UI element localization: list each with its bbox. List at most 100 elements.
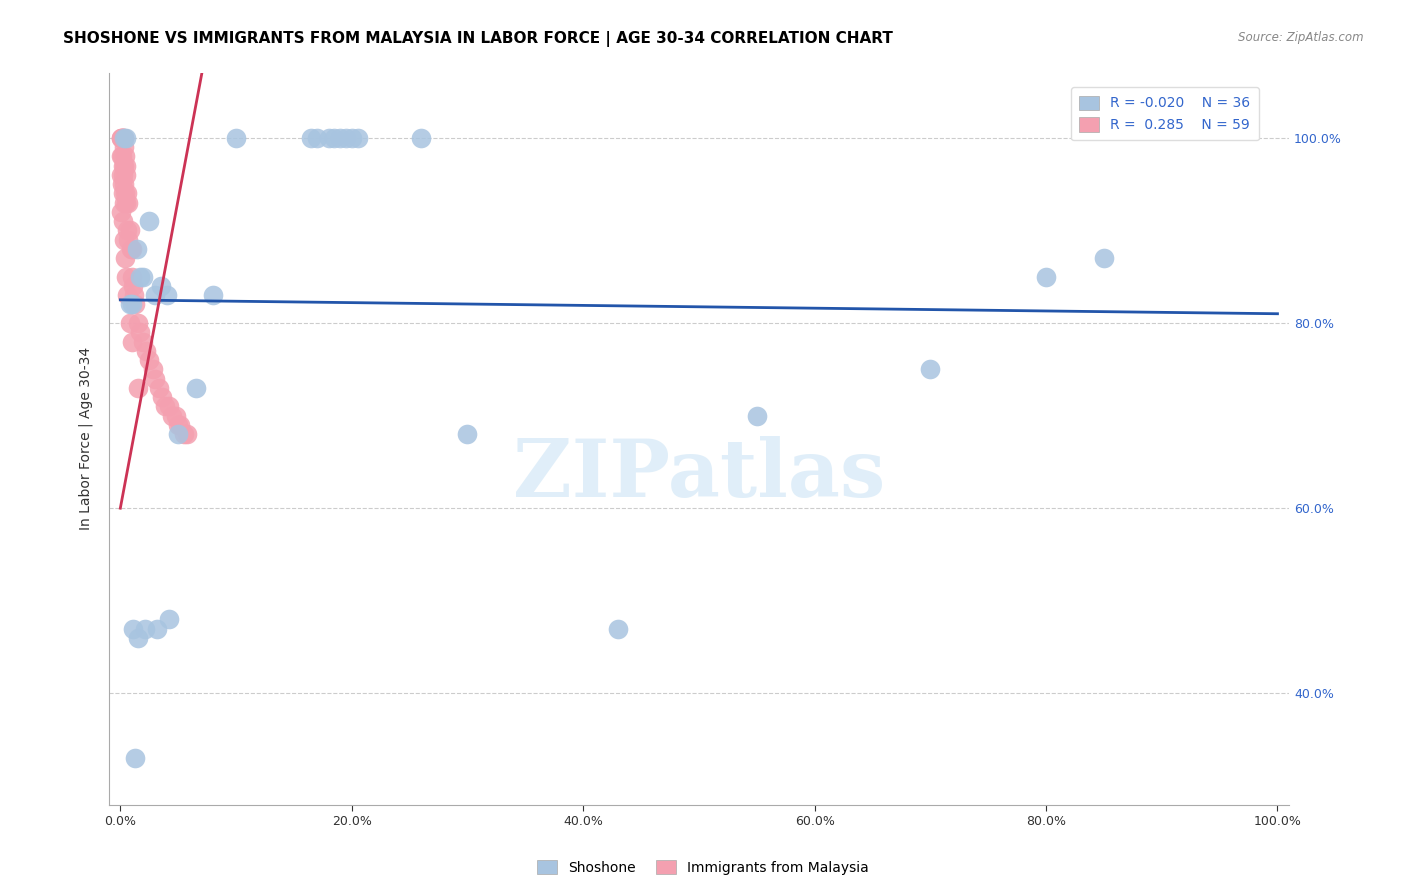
- Point: [118, 297, 141, 311]
- Point: [117, 233, 139, 247]
- Point: [167, 417, 190, 432]
- Point: [138, 353, 160, 368]
- Point: [146, 622, 169, 636]
- Point: [127, 381, 149, 395]
- Point: [132, 269, 155, 284]
- Point: [121, 269, 143, 284]
- Legend: R = -0.020    N = 36, R =  0.285    N = 59: R = -0.020 N = 36, R = 0.285 N = 59: [1071, 87, 1258, 140]
- Text: SHOSHONE VS IMMIGRANTS FROM MALAYSIA IN LABOR FORCE | AGE 30-34 CORRELATION CHAR: SHOSHONE VS IMMIGRANTS FROM MALAYSIA IN …: [63, 31, 893, 47]
- Point: [129, 269, 152, 284]
- Point: [112, 140, 135, 154]
- Point: [335, 130, 357, 145]
- Point: [318, 130, 340, 145]
- Point: [329, 130, 352, 145]
- Point: [111, 149, 134, 163]
- Point: [121, 334, 143, 349]
- Point: [127, 631, 149, 645]
- Point: [132, 334, 155, 349]
- Point: [157, 612, 180, 626]
- Point: [112, 233, 135, 247]
- Point: [142, 362, 165, 376]
- Point: [110, 149, 132, 163]
- Point: [111, 186, 134, 201]
- Point: [134, 622, 156, 636]
- Point: [112, 168, 135, 182]
- Point: [111, 130, 134, 145]
- Point: [114, 149, 136, 163]
- Point: [122, 279, 145, 293]
- Point: [117, 288, 139, 302]
- Point: [411, 130, 433, 145]
- Point: [299, 130, 322, 145]
- Point: [135, 343, 157, 358]
- Point: [162, 409, 184, 423]
- Point: [745, 409, 768, 423]
- Point: [143, 288, 166, 302]
- Point: [1092, 251, 1115, 265]
- Point: [122, 622, 145, 636]
- Point: [149, 279, 172, 293]
- Point: [114, 251, 136, 265]
- Point: [606, 622, 628, 636]
- Point: [111, 159, 134, 173]
- Point: [115, 159, 138, 173]
- Point: [340, 130, 363, 145]
- Point: [167, 427, 190, 442]
- Legend: Shoshone, Immigrants from Malaysia: Shoshone, Immigrants from Malaysia: [531, 855, 875, 880]
- Point: [124, 751, 146, 765]
- Point: [121, 242, 143, 256]
- Point: [201, 288, 224, 302]
- Point: [110, 168, 132, 182]
- Point: [115, 130, 138, 145]
- Y-axis label: In Labor Force | Age 30-34: In Labor Force | Age 30-34: [79, 347, 93, 531]
- Point: [114, 168, 136, 182]
- Point: [176, 427, 198, 442]
- Point: [115, 269, 138, 284]
- Point: [111, 130, 134, 145]
- Point: [225, 130, 247, 145]
- Point: [143, 371, 166, 385]
- Point: [148, 381, 170, 395]
- Point: [323, 130, 346, 145]
- Point: [117, 186, 139, 201]
- Point: [117, 195, 139, 210]
- Point: [346, 130, 368, 145]
- Point: [165, 409, 187, 423]
- Point: [124, 297, 146, 311]
- Point: [122, 288, 145, 302]
- Point: [121, 297, 143, 311]
- Point: [155, 400, 177, 414]
- Point: [112, 130, 135, 145]
- Point: [127, 316, 149, 330]
- Point: [1035, 269, 1057, 284]
- Text: Source: ZipAtlas.com: Source: ZipAtlas.com: [1239, 31, 1364, 45]
- Point: [114, 186, 136, 201]
- Point: [111, 177, 134, 191]
- Point: [456, 427, 478, 442]
- Point: [169, 417, 191, 432]
- Point: [117, 223, 139, 237]
- Point: [110, 130, 132, 145]
- Point: [111, 214, 134, 228]
- Point: [184, 381, 207, 395]
- Point: [112, 195, 135, 210]
- Point: [120, 242, 142, 256]
- Point: [112, 130, 135, 145]
- Point: [110, 205, 132, 219]
- Point: [150, 390, 173, 404]
- Point: [112, 177, 135, 191]
- Point: [305, 130, 328, 145]
- Point: [112, 159, 135, 173]
- Point: [155, 288, 177, 302]
- Point: [112, 130, 135, 145]
- Point: [138, 214, 160, 228]
- Point: [920, 362, 942, 376]
- Text: ZIPatlas: ZIPatlas: [513, 436, 884, 515]
- Point: [157, 400, 180, 414]
- Point: [118, 316, 141, 330]
- Point: [129, 325, 152, 339]
- Point: [173, 427, 195, 442]
- Point: [115, 195, 138, 210]
- Point: [110, 130, 132, 145]
- Point: [125, 242, 148, 256]
